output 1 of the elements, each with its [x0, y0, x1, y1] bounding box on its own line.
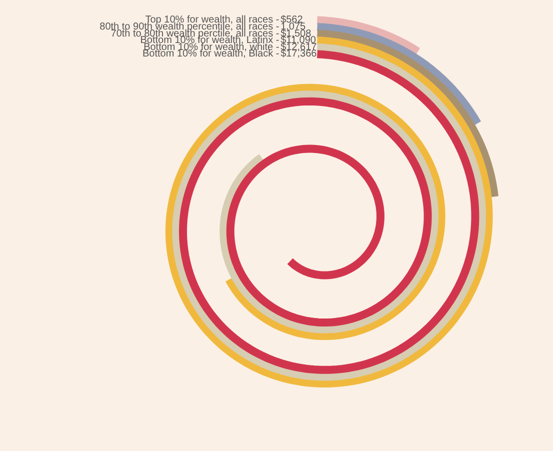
data-label: $12,617 [280, 42, 318, 53]
